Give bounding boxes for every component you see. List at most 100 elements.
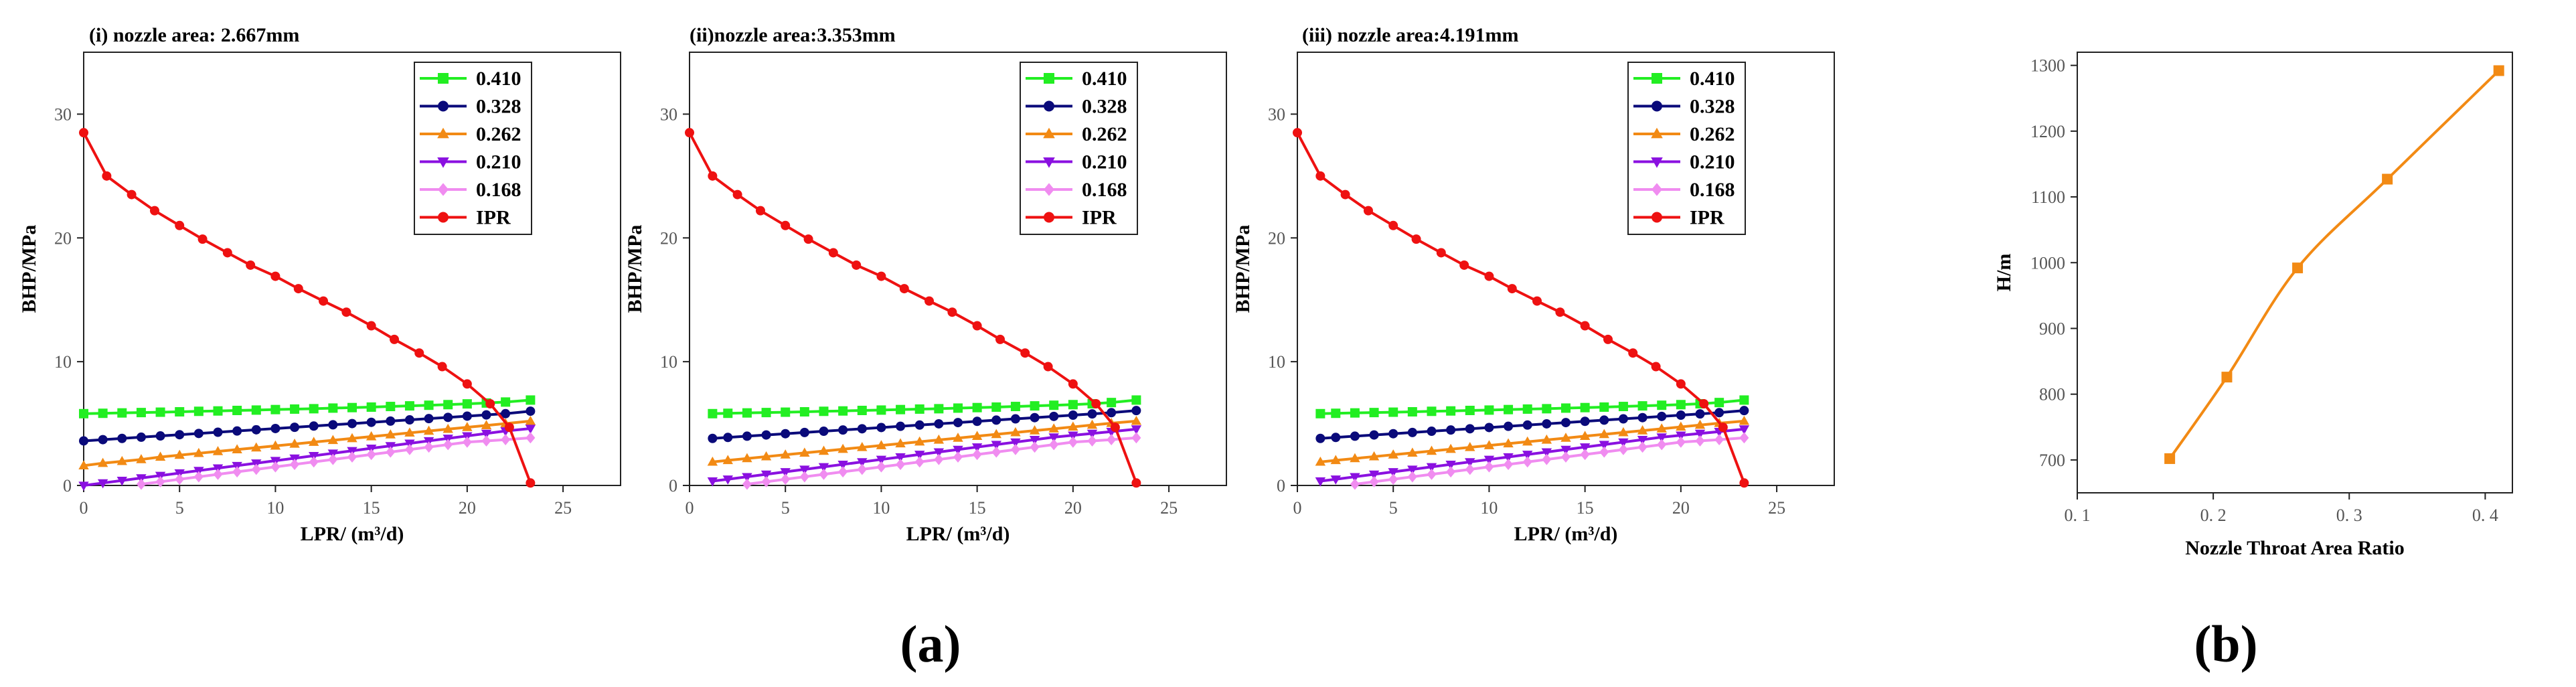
data-point (347, 418, 357, 429)
data-point (1465, 442, 1475, 451)
data-point (1628, 348, 1638, 358)
data-point (501, 434, 511, 446)
data-point (1131, 432, 1141, 444)
data-point (1561, 451, 1571, 463)
data-point (1407, 447, 1418, 457)
data-point (1694, 429, 1706, 439)
data-point (933, 448, 945, 458)
y-tick-label: 10 (660, 352, 677, 372)
data-point (1315, 171, 1325, 181)
series-line (1296, 132, 1746, 484)
data-point (1087, 409, 1097, 419)
data-point (97, 479, 108, 489)
data-point (1388, 473, 1398, 485)
legend-marker (1044, 212, 1054, 223)
data-point (1350, 408, 1360, 418)
data-point (838, 466, 848, 478)
data-point (1068, 379, 1078, 389)
data-point (309, 404, 319, 414)
data-point (1522, 436, 1533, 446)
data-point (1579, 443, 1591, 453)
data-point (799, 471, 809, 483)
data-point (390, 334, 400, 344)
data-point (309, 421, 319, 431)
data-point (213, 427, 223, 437)
data-point (1522, 420, 1532, 430)
data-point (924, 296, 935, 306)
data-point (1411, 234, 1421, 244)
data-point (1293, 128, 1302, 138)
chart-title: (i) nozzle area: 2.667mm (89, 24, 299, 46)
y-axis-label: BHP/MPa (18, 225, 40, 313)
data-point (1503, 453, 1514, 463)
data-point (876, 271, 886, 281)
data-point (1618, 438, 1629, 448)
data-point (742, 453, 752, 463)
legend-marker (1651, 157, 1663, 168)
data-point (1504, 404, 1514, 414)
data-point (761, 408, 771, 418)
data-point (1446, 425, 1456, 435)
legend-marker (438, 183, 449, 196)
data-point (1637, 401, 1647, 411)
data-point (953, 418, 963, 428)
data-point (1407, 427, 1417, 437)
data-point (1618, 443, 1628, 455)
data-point (404, 401, 414, 411)
data-point (1618, 402, 1628, 412)
data-point (1131, 406, 1141, 416)
data-point (799, 465, 810, 475)
data-point (1363, 206, 1373, 216)
data-point (708, 171, 718, 181)
data-point (504, 423, 514, 433)
data-point (803, 234, 813, 244)
data-point (1561, 403, 1571, 413)
data-point (1048, 433, 1059, 443)
plot-frame (1297, 52, 1835, 486)
data-point (1714, 434, 1724, 446)
legend-label: 0.410 (476, 68, 521, 90)
legend-marker (1044, 183, 1054, 196)
data-point (251, 425, 261, 435)
series-0.262 (707, 415, 1142, 466)
data-point (136, 432, 146, 442)
data-point (136, 478, 146, 490)
data-point (1465, 424, 1475, 434)
data-point (1010, 443, 1020, 455)
data-point (423, 425, 434, 435)
data-point (1484, 423, 1494, 433)
data-point (270, 423, 280, 433)
data-point (1522, 404, 1532, 414)
data-point (1315, 408, 1325, 418)
data-point (755, 206, 765, 216)
data-point (1561, 418, 1571, 428)
data-point (1369, 476, 1379, 487)
y-tick-label: 20 (1268, 228, 1285, 248)
legend-marker (1044, 100, 1054, 112)
data-point (525, 415, 536, 425)
data-point (78, 460, 89, 470)
legend-marker (437, 127, 449, 139)
legend: 0.410 0.328 0.262 0.210 0.168 IPR (1020, 62, 1138, 235)
data-point (1599, 441, 1609, 451)
data-point (1541, 448, 1552, 458)
data-point (838, 406, 848, 416)
data-point (742, 431, 752, 441)
data-point (1714, 408, 1724, 418)
x-axis-label: Nozzle Throat Area Ratio (2185, 537, 2404, 559)
y-tick-label: 10 (1268, 352, 1285, 372)
chart-panel-1: (i) nozzle area: 2.667mm 0 5 10 15 20 25 0 10 20 3… (18, 24, 621, 545)
data-point (424, 414, 434, 424)
data-point (1465, 463, 1475, 475)
x-tick-label: 0 (1293, 498, 1302, 518)
data-point (947, 307, 957, 317)
data-point (742, 478, 752, 490)
data-point (876, 405, 886, 415)
data-point (328, 420, 338, 430)
y-tick-label: 0 (63, 476, 72, 495)
series-0.262 (1315, 415, 1750, 466)
data-point (117, 433, 127, 443)
data-point (462, 379, 472, 389)
data-point (327, 435, 339, 445)
data-point (972, 449, 982, 461)
